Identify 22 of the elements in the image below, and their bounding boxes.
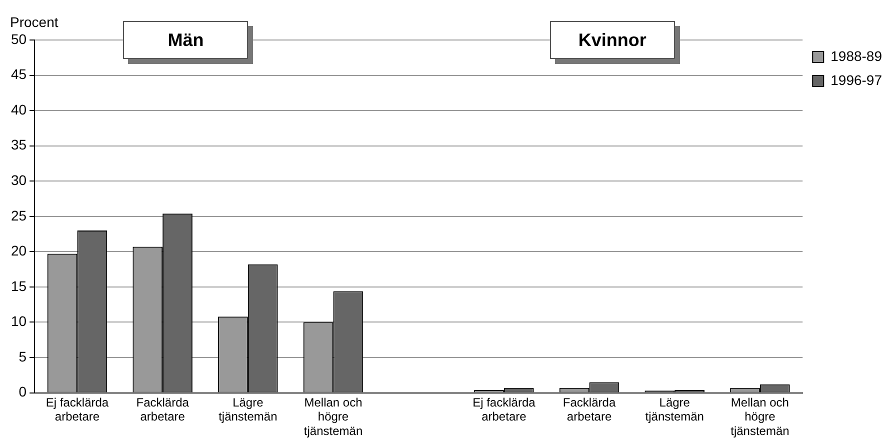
legend-label: 1988-89 <box>830 48 882 64</box>
x-tick-label: Lägre tjänstemän <box>218 395 278 424</box>
x-tick-label: Facklärda arbetare <box>562 395 616 424</box>
y-tick-label: 40 <box>10 101 27 118</box>
y-tick-label: 15 <box>10 278 27 294</box>
y-tick-label: 35 <box>10 136 27 153</box>
y-tick-label: 30 <box>10 172 27 188</box>
y-tick-label: 0 <box>18 384 27 400</box>
x-tick-label: Ej facklärda arbetare <box>46 395 109 424</box>
y-tick-label: 20 <box>10 242 27 259</box>
y-tick-label: 45 <box>10 66 27 82</box>
y-axis-title: Procent <box>10 14 58 30</box>
x-tick-label: Facklärda arbetare <box>136 395 190 424</box>
legend-label: 1996-97 <box>830 72 882 88</box>
y-tick-label: 50 <box>10 30 27 47</box>
x-tick-label: Lägre tjänstemän <box>645 395 704 424</box>
y-tick-label: 10 <box>10 313 27 330</box>
x-tick-label: Ej facklärda arbetare <box>472 395 536 424</box>
y-tick-label: 25 <box>10 207 27 224</box>
x-tick-label: Mellan och högre tjänstemän <box>730 395 790 438</box>
y-tick-label: 5 <box>18 348 27 364</box>
x-tick-label: Mellan och högre tjänstemän <box>304 395 363 438</box>
